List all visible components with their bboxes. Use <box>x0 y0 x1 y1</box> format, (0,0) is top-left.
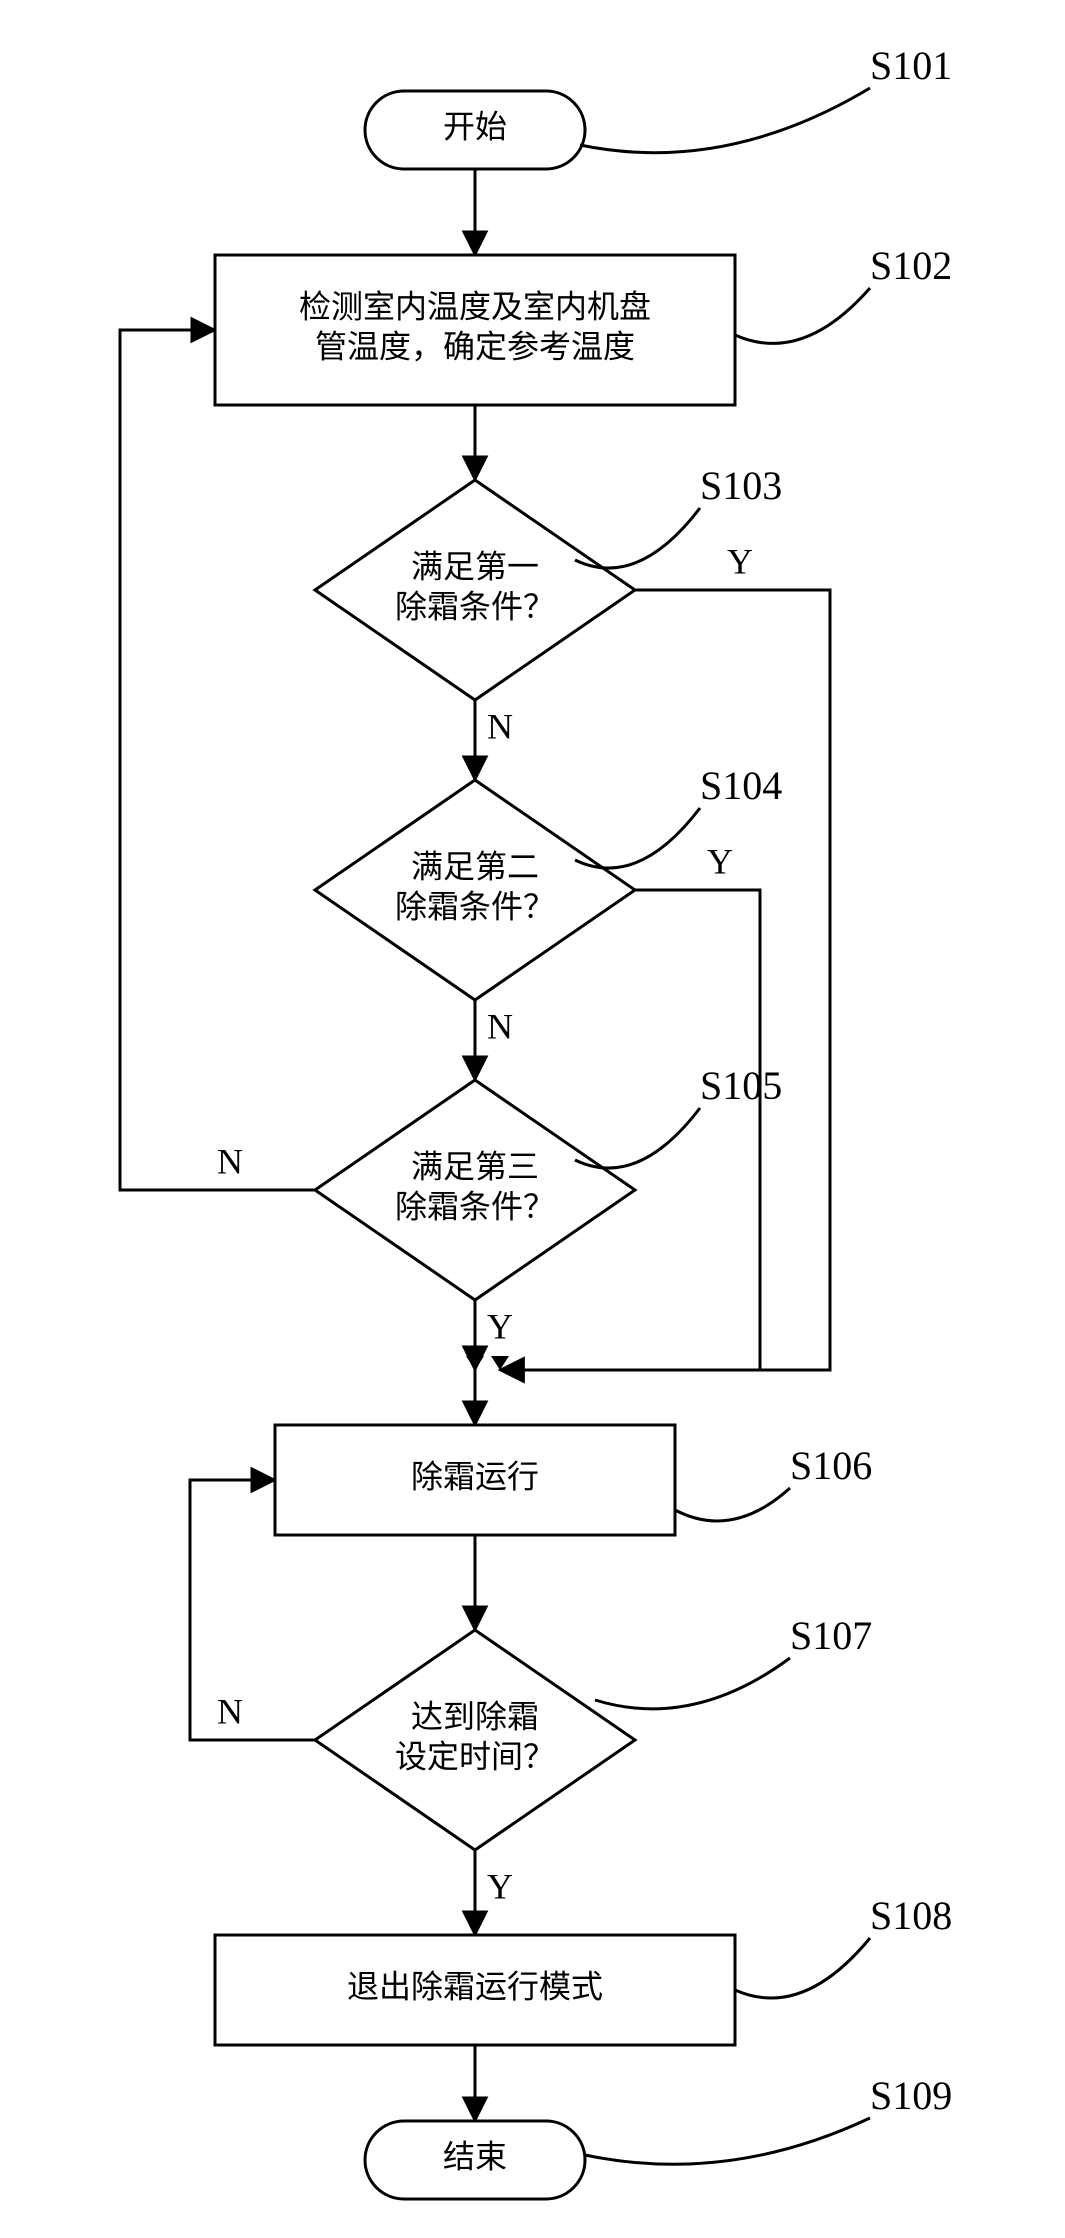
svg-text:达到除霜: 达到除霜 <box>411 1698 539 1734</box>
node-s105: 满足第三除霜条件？ <box>315 1080 635 1300</box>
edge-label-s105-merge: Y <box>487 1306 513 1346</box>
step-label-s104: S104 <box>700 763 782 808</box>
svg-text:结束: 结束 <box>443 2138 507 2174</box>
leader-s104 <box>575 808 700 868</box>
svg-text:退出除霜运行模式: 退出除霜运行模式 <box>347 1968 603 2004</box>
svg-text:开始: 开始 <box>443 108 507 144</box>
edge-label-s104-s105: N <box>487 1006 513 1046</box>
leader-s102 <box>735 288 870 343</box>
leader-s105 <box>575 1108 700 1168</box>
flowchart-canvas: NNYYYYNN 开始结束检测室内温度及室内机盘管温度，确定参考温度满足第一除霜… <box>0 0 1065 2238</box>
node-s108: 退出除霜运行模式 <box>215 1935 735 2045</box>
edge-label-s107-s108: Y <box>487 1866 513 1906</box>
leader-s108 <box>735 1938 870 1998</box>
leader-s106 <box>675 1488 790 1521</box>
svg-text:满足第一: 满足第一 <box>411 548 539 584</box>
step-label-s107: S107 <box>790 1613 872 1658</box>
edge-label-s103-s104: N <box>487 706 513 746</box>
node-end: 结束 <box>365 2121 585 2199</box>
node-s102: 检测室内温度及室内机盘管温度，确定参考温度 <box>215 255 735 405</box>
svg-text:除霜运行: 除霜运行 <box>411 1458 539 1494</box>
step-label-s102: S102 <box>870 243 952 288</box>
svg-text:除霜条件？: 除霜条件？ <box>395 588 555 624</box>
edge-label-s104-Y: Y <box>707 841 733 881</box>
edge-label-s103-Y: Y <box>727 541 753 581</box>
step-label-s108: S108 <box>870 1893 952 1938</box>
merge-tick-1 <box>491 1356 509 1370</box>
svg-text:满足第二: 满足第二 <box>411 848 539 884</box>
leader-s103 <box>575 508 700 568</box>
step-label-s101: S101 <box>870 43 952 88</box>
step-label-s103: S103 <box>700 463 782 508</box>
svg-text:管温度，确定参考温度: 管温度，确定参考温度 <box>315 328 635 364</box>
step-label-s105: S105 <box>700 1063 782 1108</box>
merge-tick-0 <box>466 1356 484 1370</box>
svg-text:检测室内温度及室内机盘: 检测室内温度及室内机盘 <box>299 288 651 324</box>
leader-s107 <box>595 1658 790 1709</box>
svg-text:满足第三: 满足第三 <box>411 1148 539 1184</box>
node-start: 开始 <box>365 91 585 169</box>
node-s107: 达到除霜设定时间？ <box>315 1630 635 1850</box>
edge-label-s105-N: N <box>217 1141 243 1181</box>
leader-s109 <box>585 2118 870 2164</box>
svg-text:设定时间？: 设定时间？ <box>395 1738 555 1774</box>
step-label-s109: S109 <box>870 2073 952 2118</box>
step-label-s106: S106 <box>790 1443 872 1488</box>
node-s106: 除霜运行 <box>275 1425 675 1535</box>
leader-s101 <box>580 88 870 153</box>
edge-label-s107-N: N <box>217 1691 243 1731</box>
node-s104: 满足第二除霜条件？ <box>315 780 635 1000</box>
svg-text:除霜条件？: 除霜条件？ <box>395 1188 555 1224</box>
node-s103: 满足第一除霜条件？ <box>315 480 635 700</box>
flow-edge-s105-N <box>120 330 315 1190</box>
flow-edge-s103-Y <box>500 590 830 1370</box>
svg-text:除霜条件？: 除霜条件？ <box>395 888 555 924</box>
